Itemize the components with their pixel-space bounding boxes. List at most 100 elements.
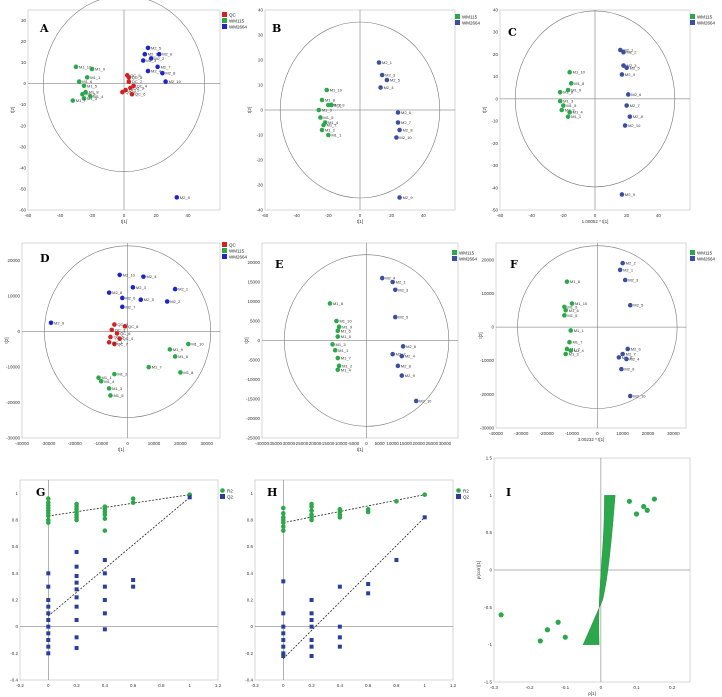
data-point-wm2664 xyxy=(413,398,419,404)
point-label: M2_1 xyxy=(623,48,634,53)
data-point-wm2664 xyxy=(163,79,168,84)
x-tick-label: 0 xyxy=(47,683,50,688)
legend-label: WM115 xyxy=(697,14,713,19)
data-point-wm2664 xyxy=(140,58,146,63)
y-tick-label: -20 xyxy=(19,123,26,128)
data-point-wm115 xyxy=(567,339,572,345)
y-tick-label: 10 xyxy=(21,60,27,65)
y-tick-label: 0.4 xyxy=(247,571,254,576)
data-point-q2 xyxy=(74,646,79,650)
point-label: M2_5 xyxy=(398,315,409,320)
legend-marker xyxy=(222,248,227,253)
point-label: M1_7 xyxy=(76,98,87,103)
data-point-wm2664 xyxy=(120,295,125,301)
panel-letter: I xyxy=(506,486,511,499)
point-label: M2_8 xyxy=(165,71,176,76)
point-label: M1_4 xyxy=(573,110,584,115)
data-point-wm2664 xyxy=(619,192,625,197)
y-tick-label: -0.4 xyxy=(10,678,18,683)
y-tick-label: -10 xyxy=(19,102,26,107)
y-tick-label: 20000 xyxy=(247,260,260,265)
y-tick-label: 0 xyxy=(17,329,20,334)
data-point-q2 xyxy=(337,644,342,649)
data-point-q2 xyxy=(46,644,51,649)
data-point-q2 xyxy=(74,574,79,578)
data-point-wm115 xyxy=(112,371,117,377)
y-tick-label: 20000 xyxy=(7,258,20,263)
x-tick-label: 0.2 xyxy=(669,685,676,690)
data-point-wm115 xyxy=(564,279,570,284)
x-tick-label: -25000 xyxy=(294,441,309,446)
data-point-r2 xyxy=(45,513,51,519)
data-point-wm2664 xyxy=(627,114,633,119)
y-axis-label: t[2] xyxy=(478,332,483,338)
point-label: M2_5 xyxy=(630,65,641,70)
x-tick-label: -40 xyxy=(57,213,64,218)
y-tick-label: 10000 xyxy=(481,291,494,296)
y-tick-label: 0.6 xyxy=(12,544,19,549)
x-tick-label: 1.2 xyxy=(450,683,457,688)
data-point-q2 xyxy=(102,558,107,562)
data-point-wm2664 xyxy=(378,85,383,90)
data-point-wm115 xyxy=(569,301,575,306)
data-point-wm115 xyxy=(316,107,322,113)
data-point-wm2664 xyxy=(148,56,154,61)
data-point-wm2664 xyxy=(145,45,151,51)
point-label: M2_5 xyxy=(144,297,155,302)
panel-h: -0.2 0 0.2 0.4 0.6 0.8 1 1.2-0.4-0.200.20.40.60… xyxy=(245,479,470,688)
legend-label: WM2664 xyxy=(462,20,481,25)
data-point-qc xyxy=(108,334,113,340)
legend-marker xyxy=(690,20,695,25)
point-label: M1_3 xyxy=(569,352,580,357)
data-point-wm2664 xyxy=(392,314,398,320)
data-point-r2 xyxy=(280,524,286,529)
data-point-wm2664 xyxy=(174,195,180,200)
y-tick-label: 1 xyxy=(489,493,492,498)
data-point-variables xyxy=(562,634,568,640)
data-point-q2 xyxy=(74,587,79,592)
point-label: M2_9 xyxy=(624,367,635,372)
data-point-r2 xyxy=(130,496,136,501)
y-tick-label: -20000 xyxy=(246,416,261,421)
data-point-wm115 xyxy=(567,109,572,115)
y-tick-label: 1 xyxy=(250,491,253,496)
y-tick-label: 1.5 xyxy=(486,456,493,461)
point-label: M2_9 xyxy=(180,195,191,200)
data-point-wm2664 xyxy=(376,60,382,65)
x-axis-label: 3.00232 * t[1] xyxy=(578,437,605,442)
point-label: QC_6 xyxy=(120,331,131,336)
data-point-wm2664 xyxy=(397,195,402,200)
point-label: M1_6 xyxy=(331,103,342,108)
data-point-wm2664 xyxy=(141,274,146,279)
point-label: M2_3 xyxy=(136,285,147,290)
panel-e: -40000 -35000 -30000 -25000 -20000 -15000 -100… xyxy=(244,242,478,452)
legend-label: WM2664 xyxy=(459,256,478,261)
legend-marker xyxy=(220,488,225,493)
point-label: M1_5 xyxy=(113,393,124,398)
data-point-wm2664 xyxy=(400,344,406,349)
point-label: M1_9 xyxy=(173,347,184,352)
data-point-wm115 xyxy=(568,348,574,353)
point-label: M1_8 xyxy=(89,90,100,95)
data-point-wm115 xyxy=(146,364,152,370)
y-tick-label: 15000 xyxy=(247,280,260,285)
y-tick-label: 0 xyxy=(489,568,492,573)
y-tick-label: -40 xyxy=(19,165,26,170)
data-point-wm2664 xyxy=(172,286,178,292)
data-point-wm115 xyxy=(81,83,87,89)
plot-frame xyxy=(19,479,219,681)
data-point-wm2664 xyxy=(120,304,125,310)
data-point-r2 xyxy=(74,517,79,523)
data-point-r2 xyxy=(102,512,108,517)
panel-letter: A xyxy=(39,22,49,35)
data-point-qc xyxy=(112,322,117,327)
panel-a: -60 -40 -20 0 20 40 -60 -50 -40 -30 -20 -10 0 10 20 30 t… xyxy=(10,0,248,224)
y-tick-label: 0.8 xyxy=(247,518,254,523)
data-point-qc xyxy=(106,339,112,345)
data-point-wm2664 xyxy=(395,110,401,115)
x-tick-label: 0 xyxy=(359,213,362,218)
point-label: M1_8 xyxy=(333,301,344,306)
point-label: M2_6 xyxy=(125,295,136,300)
point-label: M2_6 xyxy=(401,110,412,115)
